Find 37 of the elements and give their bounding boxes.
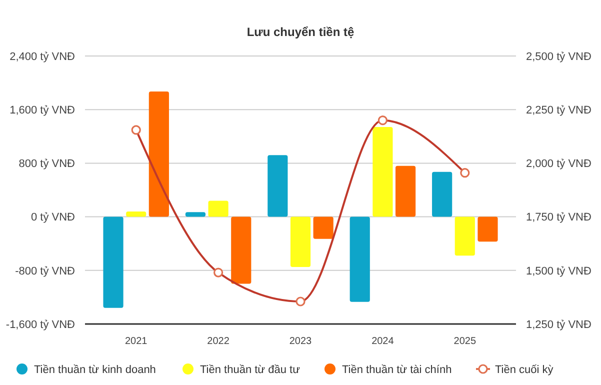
x-tick-label: 2025 [454, 336, 476, 347]
y2-tick-label: 2,250 tỷ VNĐ [526, 104, 592, 116]
y-tick-label: -1,600 tỷ VNĐ [6, 318, 76, 331]
bar [148, 92, 169, 217]
legend-label: Tiền cuối kỳ [495, 364, 554, 376]
bar [350, 216, 370, 302]
bar [231, 216, 252, 284]
x-tick-label: 2024 [372, 336, 394, 347]
bar [268, 155, 288, 217]
bar [126, 211, 146, 217]
bar [313, 216, 334, 239]
bar [372, 127, 393, 217]
y-tick-label: 800 tỷ VNĐ [18, 158, 76, 170]
bar [395, 166, 416, 217]
bar [454, 216, 475, 256]
x-tick-label: 2023 [289, 336, 312, 347]
bar [208, 200, 228, 217]
legend-label: Tiền thuần từ tài chính [342, 364, 452, 376]
y-tick-label: 1,600 tỷ VNĐ [10, 104, 76, 116]
legend-label: Tiền thuần từ đầu tư [200, 364, 301, 376]
y2-tick-label: 1,750 tỷ VNĐ [526, 212, 592, 224]
legend-label: Tiền thuần từ kinh doanh [34, 364, 156, 376]
y-tick-label: 2,400 tỷ VNĐ [10, 50, 76, 63]
x-tick-label: 2021 [124, 336, 148, 347]
y-tick-label: -800 tỷ VNĐ [15, 265, 76, 278]
bar [290, 216, 311, 268]
bar [103, 216, 124, 308]
bar [432, 172, 452, 217]
y2-tick-label: 2,500 tỷ VNĐ [526, 50, 592, 63]
y2-tick-label: 2,000 tỷ VNĐ [526, 158, 592, 170]
chart-title: Lưu chuyển tiền tệ [246, 25, 355, 39]
y-tick-label: 0 tỷ VNĐ [30, 212, 76, 224]
y2-tick-label: 1,500 tỷ VNĐ [526, 265, 592, 278]
bar [478, 216, 498, 242]
bar [185, 212, 206, 217]
x-tick-label: 2022 [207, 336, 230, 347]
y2-tick-label: 1,250 tỷ VNĐ [526, 318, 592, 331]
